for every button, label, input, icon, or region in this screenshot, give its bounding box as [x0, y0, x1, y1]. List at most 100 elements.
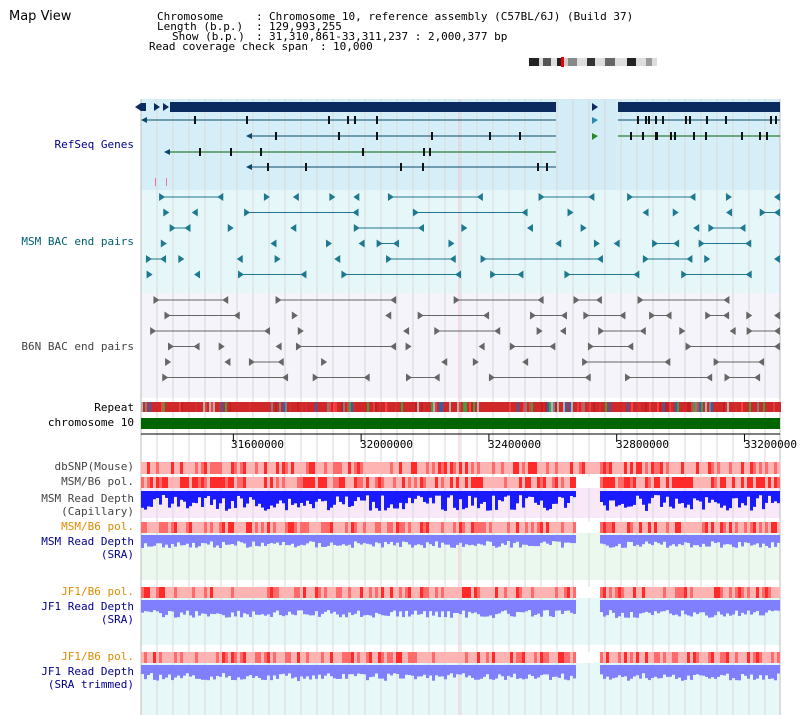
polymorphism-cell [507, 652, 510, 663]
polymorphism-cell [627, 462, 630, 474]
repeat-element [509, 402, 511, 412]
depth-bar [684, 535, 687, 543]
depth-bar [162, 535, 165, 548]
msm-bac-end [300, 270, 307, 279]
polymorphism-cell [381, 462, 384, 474]
polymorphism-cell [435, 587, 438, 598]
depth-bar [741, 665, 744, 675]
depth-bar [351, 600, 354, 616]
repeat-element [461, 402, 463, 412]
polymorphism-cell [372, 462, 375, 474]
polymorphism-cell [213, 522, 216, 533]
polymorphism-cell [378, 522, 381, 533]
track-label-jf1-read-depth-trim[interactable]: JF1 Read Depth [41, 665, 134, 678]
repeat-element [143, 402, 145, 412]
msm-bac-end [386, 255, 393, 263]
track-label-jf1-b6-pol-2[interactable]: JF1/B6 pol. [61, 650, 134, 663]
depth-bar [696, 491, 699, 501]
polymorphism-cell [420, 522, 423, 533]
track-label-msm-read-depth-sra[interactable]: MSM Read Depth [41, 535, 134, 548]
depth-bar [714, 665, 717, 679]
polymorphism-cell [210, 522, 213, 533]
ideogram-position-marker[interactable] [561, 57, 564, 67]
polymorphism-cell [414, 477, 417, 488]
track-label-msm-bac[interactable]: MSM BAC end pairs [21, 235, 134, 248]
depth-bar [168, 665, 171, 675]
polymorphism-cell [750, 652, 753, 663]
polymorphism-cell [243, 477, 246, 488]
depth-bar [174, 600, 177, 618]
depth-bar [273, 491, 276, 508]
depth-bar [768, 665, 771, 679]
track-label-jf1-b6-pol-1[interactable]: JF1/B6 pol. [61, 585, 134, 598]
polymorphism-cell [516, 477, 519, 488]
msm-bac-end [178, 255, 185, 263]
polymorphism-cell [315, 477, 318, 488]
depth-bar [729, 665, 732, 681]
track-label-b6n-bac[interactable]: B6N BAC end pairs [21, 340, 134, 353]
repeat-element [205, 402, 207, 412]
polymorphism-cell [237, 522, 240, 533]
repeat-element [315, 402, 317, 412]
polymorphism-cell [774, 477, 777, 488]
depth-bar [495, 665, 498, 679]
polymorphism-cell [381, 652, 384, 663]
track-label-repeat[interactable]: Repeat [94, 401, 134, 414]
track-label-refseq[interactable]: RefSeq Genes [54, 138, 134, 151]
depth-bar [609, 600, 612, 611]
polymorphism-cell [450, 522, 453, 533]
repeat-element [381, 402, 383, 412]
depth-bar [159, 535, 162, 544]
polymorphism-cell [429, 587, 432, 598]
polymorphism-cell [591, 477, 594, 488]
exon [685, 116, 687, 124]
depth-bar [249, 665, 252, 676]
polymorphism-cell [294, 587, 297, 598]
msm-bac-end [449, 255, 456, 263]
track-label-jf1-read-depth-sra[interactable]: JF1 Read Depth [41, 600, 134, 613]
polymorphism-cell [150, 587, 153, 598]
polymorphism-cell [411, 477, 414, 488]
depth-bar [153, 535, 156, 546]
depth-bar [747, 665, 750, 679]
depth-bar [291, 600, 294, 615]
polymorphism-cell [270, 522, 273, 533]
polymorphism-cell [165, 522, 168, 533]
axis-tick-label: 32800000 [616, 438, 669, 451]
repeat-element [385, 402, 387, 412]
track-label-msm-b6-pol-1[interactable]: MSM/B6 pol. [61, 475, 134, 488]
polymorphism-cell [669, 652, 672, 663]
polymorphism-cell [672, 652, 675, 663]
chromosome-ideogram[interactable] [529, 52, 657, 67]
polymorphism-cell [492, 477, 495, 488]
polymorphism-cell [696, 462, 699, 474]
depth-bar [426, 535, 429, 543]
polymorphism-cell [327, 587, 330, 598]
track-label-msm-b6-pol-2[interactable]: MSM/B6 pol. [61, 520, 134, 533]
msm-bac-end [270, 239, 277, 248]
depth-bar [519, 491, 522, 496]
msm-bac-end [580, 224, 587, 232]
polymorphism-cell [222, 652, 225, 663]
depth-bar [549, 600, 552, 617]
depth-bar [720, 600, 723, 615]
depth-bar [651, 535, 654, 546]
depth-bar [357, 535, 360, 544]
polymorphism-cell [219, 462, 222, 474]
polymorphism-cell [681, 522, 684, 533]
msm-bac-end [555, 239, 562, 248]
repeat-element [705, 402, 707, 412]
depth-bar [687, 665, 690, 676]
depth-bar [357, 600, 360, 611]
track-label-dbsnp[interactable]: dbSNP(Mouse) [54, 460, 134, 473]
track-label-chromosome[interactable]: chromosome 10 [47, 416, 134, 429]
polymorphism-cell [774, 522, 777, 533]
ideogram-band [595, 58, 605, 66]
polymorphism-cell [255, 462, 258, 474]
track-label-msm-read-depth-cap[interactable]: MSM Read Depth [41, 492, 134, 505]
msm-bac-end [145, 255, 152, 263]
transcript-arrow [246, 164, 252, 170]
repeat-element [505, 402, 507, 412]
depth-bar [432, 491, 435, 504]
